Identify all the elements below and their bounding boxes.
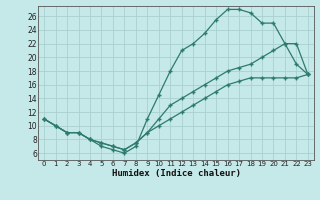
X-axis label: Humidex (Indice chaleur): Humidex (Indice chaleur): [111, 169, 241, 178]
